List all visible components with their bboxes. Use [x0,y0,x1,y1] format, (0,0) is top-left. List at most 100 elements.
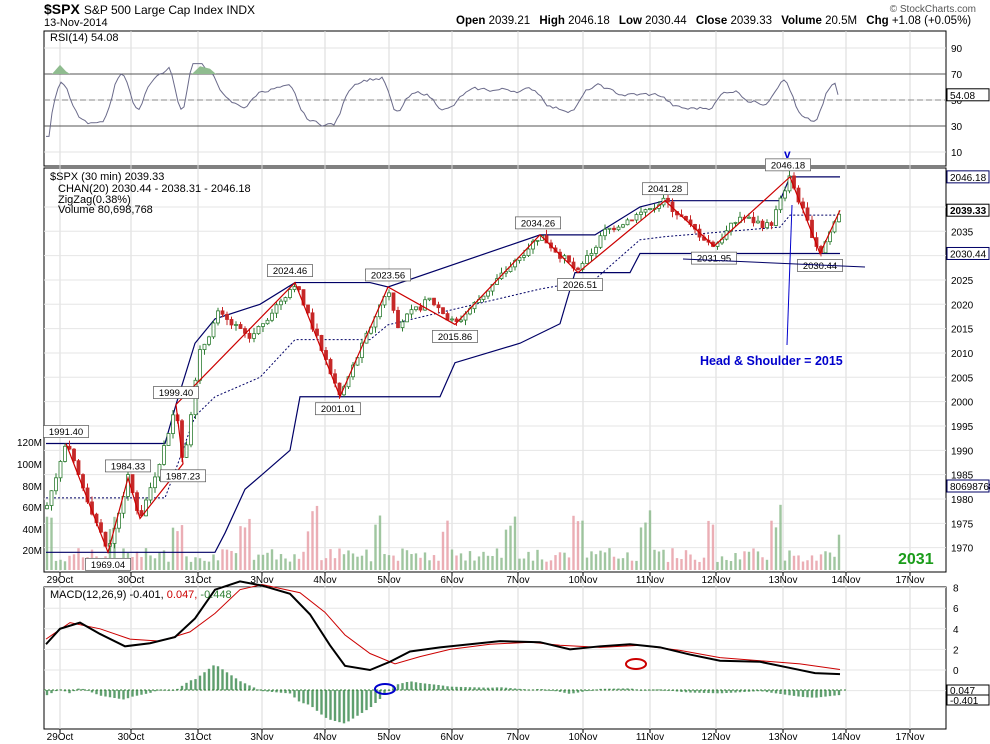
macd-histogram-bar [797,690,800,697]
volume-tick-label: 20M [23,546,42,557]
pivot-label: 1987.23 [166,471,200,482]
macd-histogram-bar [455,686,458,690]
candle-body [778,197,783,211]
volume-bar [720,556,724,570]
x-tick-label: 31Oct [185,732,212,743]
volume-bar [306,531,310,570]
macd-histogram-bar [707,690,710,694]
candle-body [751,216,756,224]
volume-bar [432,555,436,570]
volume-bar [50,517,53,570]
candle-body [166,433,171,446]
x-tick-label: 13Nov [769,732,798,743]
macd-histogram-bar [689,690,692,693]
macd-histogram-bar [198,675,202,690]
candle-body [144,499,148,517]
volume-bar [608,548,611,570]
ticker-symbol: $SPX S&P 500 Large Cap Index INDX [44,1,256,17]
macd-histogram-bar [734,690,737,693]
macd-legend-hist: -0.448 [197,589,231,601]
macd-histogram-bar [306,690,310,705]
candle-body [45,505,49,510]
candle-body [387,292,391,297]
pivot-label-box [642,182,688,196]
volume-bar [347,550,350,570]
rsi-overbought-fill [192,66,216,74]
candle-body [184,444,189,458]
candle-body [279,300,283,306]
macd-histogram-bar [446,686,449,690]
volume-tick-label: 80M [23,482,42,493]
candle-body [450,318,454,321]
candle-body [747,216,751,219]
macd-histogram-bar [401,683,404,690]
macd-tag-label: 0.047 [950,686,975,697]
volume-bar [315,505,319,570]
macd-histogram-bar [54,690,58,692]
volume-bar [243,527,247,570]
candle-body [288,289,292,298]
volume-bar [203,560,206,570]
price-tick-label: 2010 [951,349,974,360]
candle-body [310,312,315,330]
macd-histogram-bar [801,690,805,697]
macd-histogram-bar [572,690,575,694]
volume-bar [81,557,85,570]
candle-body [216,310,220,324]
volume-bar [378,515,382,570]
volume-bar [248,518,251,570]
price-tag-label: 2030.44 [950,249,987,260]
volume-bar [441,531,445,570]
macd-histogram-bar [77,688,80,690]
macd-histogram-bar [68,690,71,694]
macd-histogram-bar [432,684,436,690]
rsi-value-tag [946,88,990,102]
x-tick-label: 4Nov [313,732,336,743]
macd-histogram-bar [504,687,508,690]
macd-histogram-bar [275,690,278,693]
volume-bar [72,554,76,570]
volume-bar [653,549,656,570]
pivot-label: 2046.18 [771,160,805,171]
rsi-tick-label: 30 [951,122,963,133]
macd-tick-label: 2 [953,645,959,656]
macd-histogram-bar [419,682,422,690]
candle-body [436,304,441,309]
volume-bar [437,560,440,570]
volume-bar [468,551,472,570]
candle-body [202,343,207,351]
macd-histogram-bar [590,690,593,691]
x-tick-label: 31Oct [185,575,212,586]
big-price-label: 2031 [898,551,934,568]
macd-histogram-bar [585,690,589,692]
volume-bar [567,557,571,570]
volume-bar [482,551,485,570]
x-tick-label: 10Nov [569,575,598,586]
volume-bar [792,555,796,570]
volume-bar [675,558,679,570]
volume-bar [410,554,413,570]
volume-bar [536,549,539,570]
zigzag-path [65,175,841,555]
volume-bar [198,558,202,570]
volume-bar [806,560,809,570]
x-tick-label: 30Oct [118,575,145,586]
x-tick-label: 7Nov [506,732,529,743]
macd-histogram-bar [441,685,445,690]
volume-bar [518,558,521,570]
rsi-legend: RSI(14) 54.08 [50,32,118,44]
candle-body [634,214,639,221]
macd-histogram-bar [140,690,143,695]
candle-body [517,257,522,261]
candle-body [666,197,670,203]
pivot-label: 1991.40 [49,427,83,438]
macd-histogram-bar [374,690,377,703]
volume-bar [279,554,283,570]
candle-body [189,414,193,446]
rsi-tick-label: 70 [951,70,963,81]
candle-body [603,228,607,237]
x-tick-label: 17Nov [896,732,925,743]
volume-bar [275,559,278,570]
pivot-label: 1969.04 [91,560,125,571]
candle-body [225,313,229,320]
